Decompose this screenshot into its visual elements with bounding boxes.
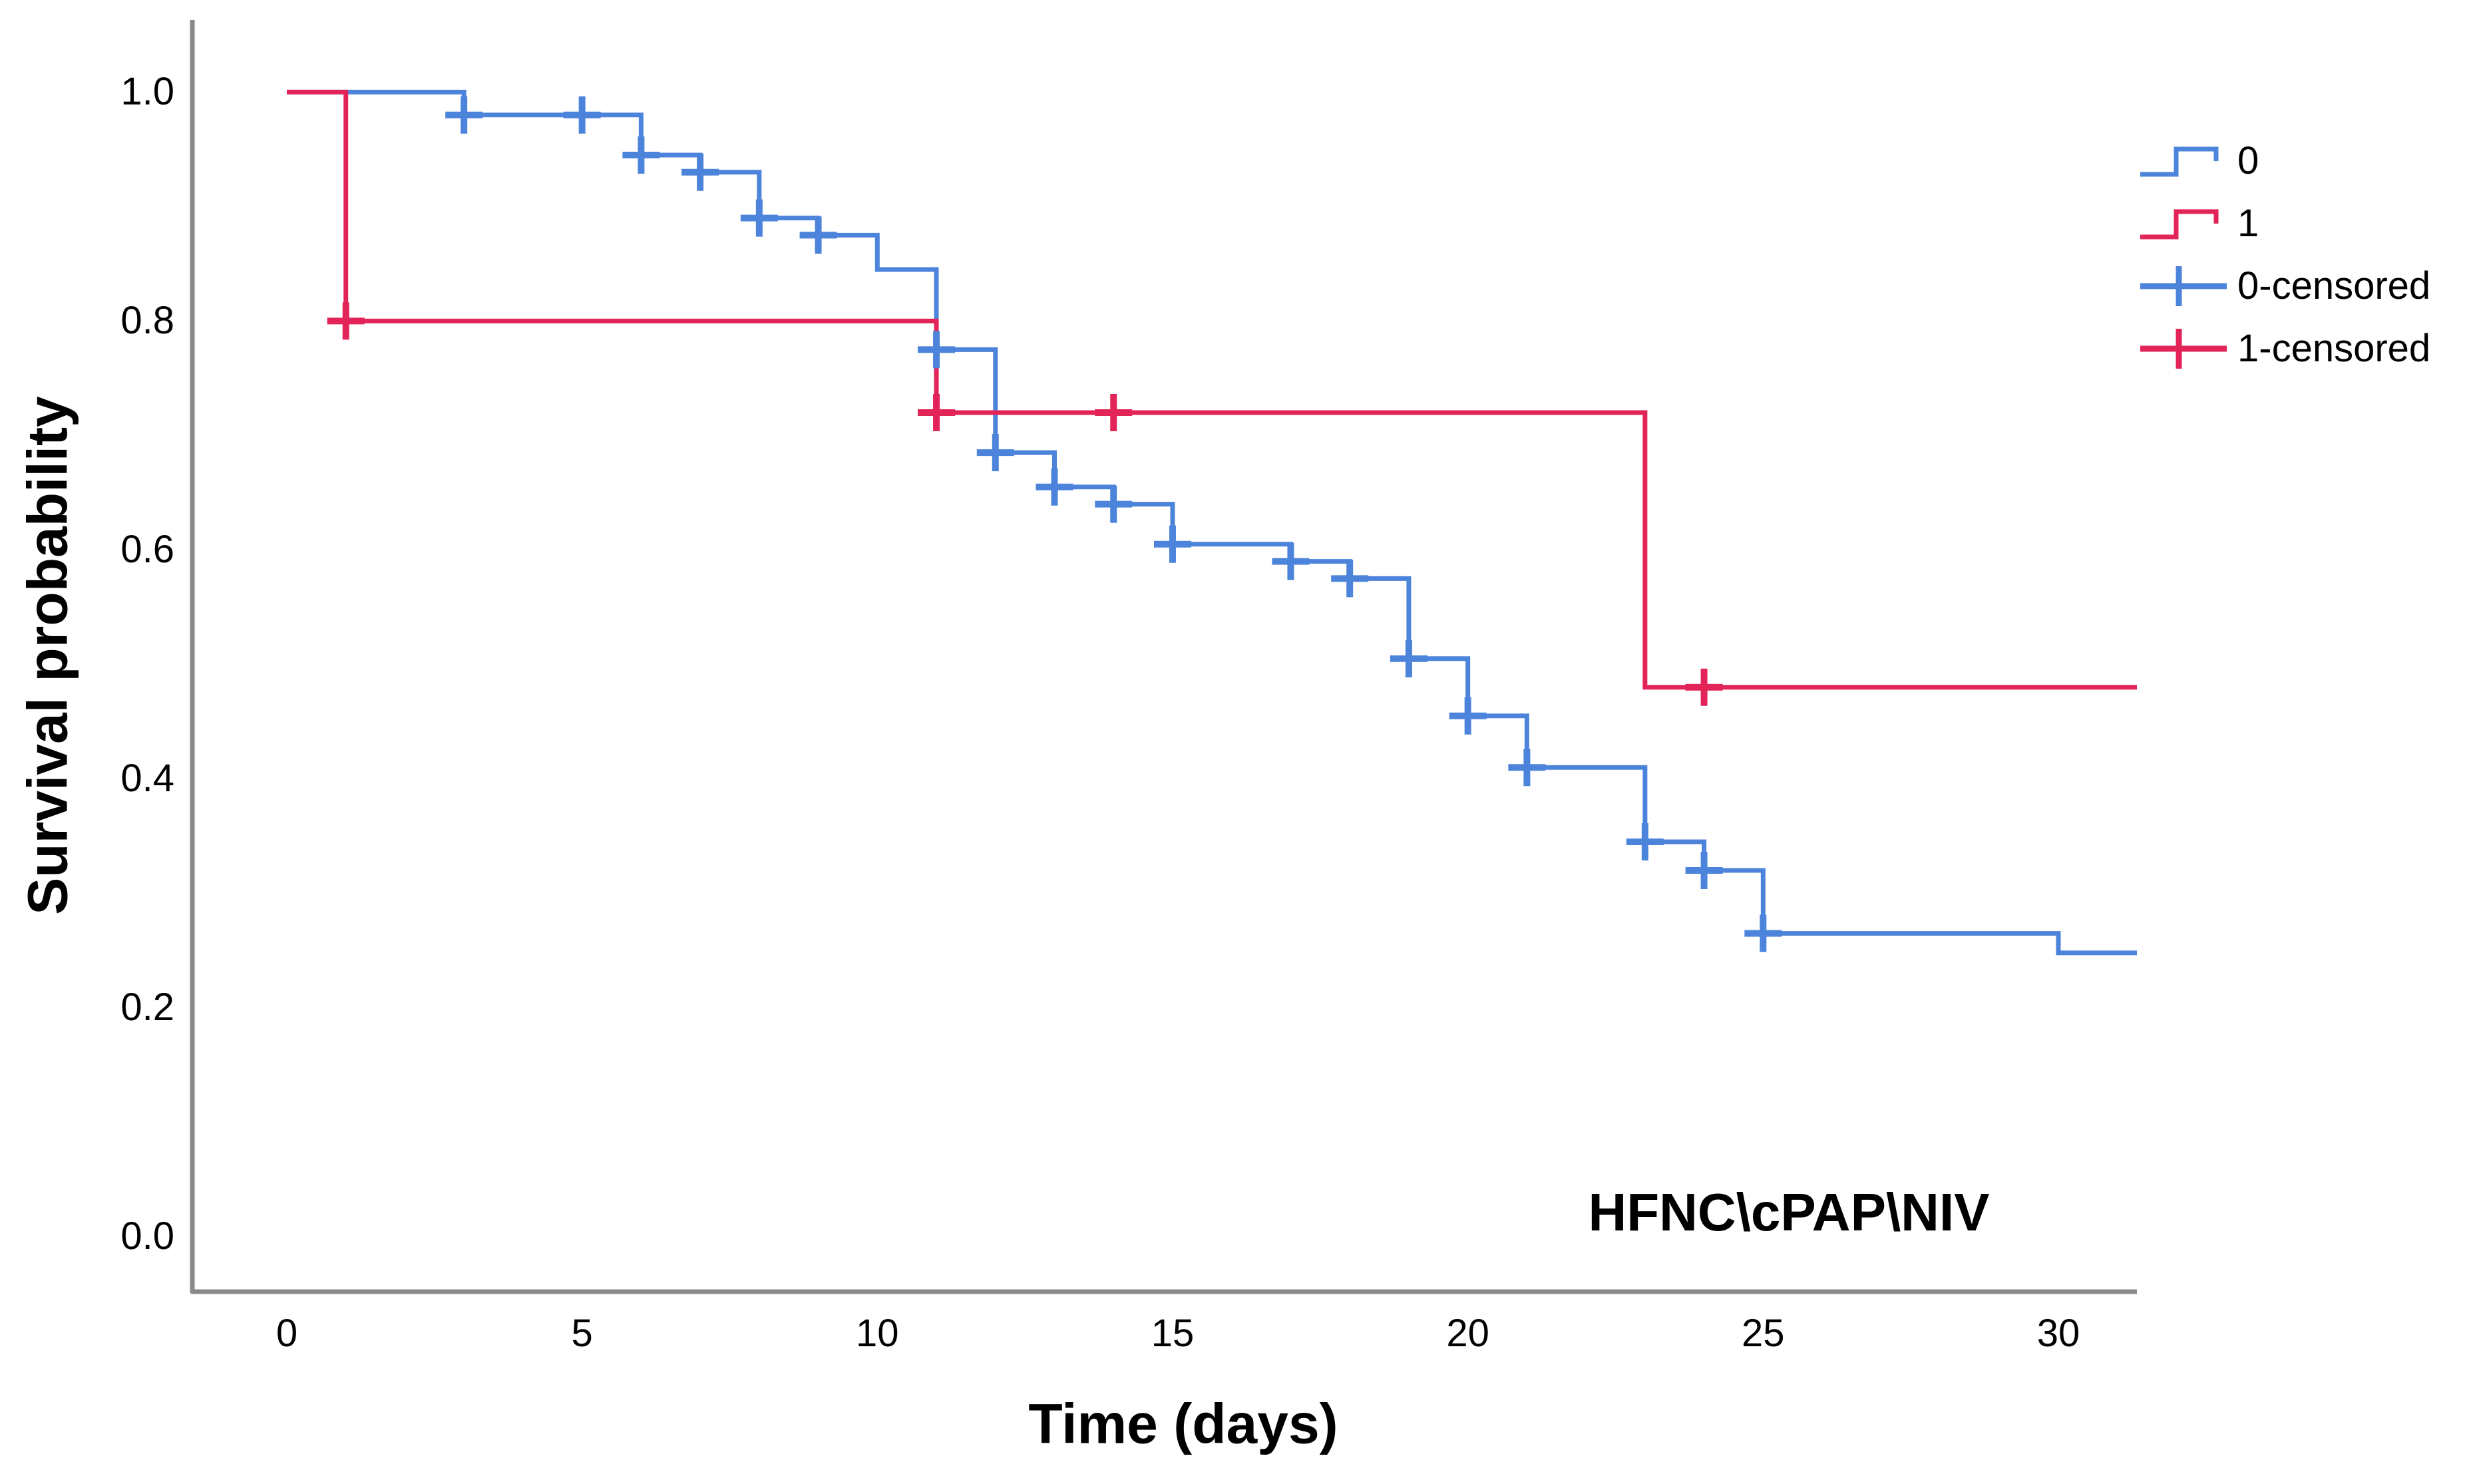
legend-label: 0-censored — [2237, 264, 2431, 307]
legend-item-group-0: 0 — [2138, 137, 2430, 185]
y-tick-label: 1.0 — [120, 70, 174, 114]
axis-frame — [190, 20, 2137, 1294]
x-axis-title: Time (days) — [1028, 1392, 1338, 1455]
legend-item-0-censored: 0-censored — [2138, 262, 2430, 310]
x-tick-label: 20 — [1446, 1312, 1489, 1355]
legend-item-1-censored: 1-censored — [2138, 325, 2430, 373]
y-tick-label: 0.0 — [120, 1214, 174, 1258]
y-tick-label: 0.2 — [120, 986, 174, 1029]
legend-label: 0 — [2237, 139, 2259, 182]
step-line-icon — [2140, 146, 2219, 177]
x-tick-label: 0 — [276, 1312, 298, 1355]
y-tick-label: 0.4 — [120, 757, 174, 801]
survival-curve-1 — [286, 89, 2137, 690]
x-tick-label: 10 — [856, 1312, 899, 1355]
censor-marks-0 — [445, 96, 1782, 952]
censored-plus-icon — [2140, 266, 2227, 306]
legend-label: 1 — [2237, 202, 2259, 245]
x-tick-label: 25 — [1742, 1312, 1785, 1355]
x-tick-label: 15 — [1151, 1312, 1195, 1355]
survival-curve-0 — [286, 89, 2137, 956]
y-tick-label: 0.8 — [120, 299, 174, 343]
legend: 0 1 0-censored 1-censored — [2138, 137, 2430, 387]
x-tick-label: 30 — [2036, 1312, 2080, 1355]
censored-plus-icon — [2140, 329, 2227, 369]
legend-label: 1-censored — [2237, 327, 2431, 370]
y-axis-title: Survival probability — [16, 396, 79, 915]
legend-item-group-1: 1 — [2138, 200, 2430, 248]
y-tick-label: 0.6 — [120, 528, 174, 572]
censor-marks-1 — [327, 302, 1723, 706]
plot-annotation: HFNC\cPAP\NIV — [1588, 1183, 1990, 1242]
x-tick-label: 5 — [571, 1312, 593, 1355]
step-line-icon — [2140, 209, 2219, 240]
